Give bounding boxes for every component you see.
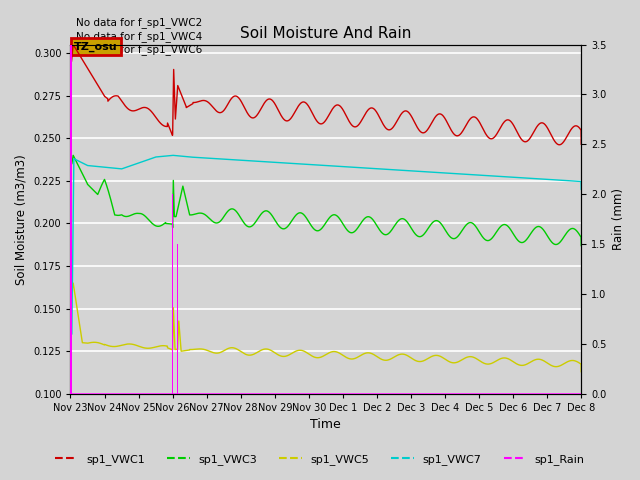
- Bar: [177, 244, 178, 394]
- X-axis label: Time: Time: [310, 419, 341, 432]
- Bar: [172, 194, 173, 394]
- Text: No data for f_sp1_VWC2: No data for f_sp1_VWC2: [76, 17, 202, 27]
- Y-axis label: Soil Moisture (m3/m3): Soil Moisture (m3/m3): [15, 154, 28, 285]
- Text: No data for f_sp1_VWC6: No data for f_sp1_VWC6: [76, 45, 202, 56]
- Bar: [70, 45, 72, 394]
- Legend: sp1_VWC1, sp1_VWC3, sp1_VWC5, sp1_VWC7, sp1_Rain: sp1_VWC1, sp1_VWC3, sp1_VWC5, sp1_VWC7, …: [51, 450, 589, 469]
- Y-axis label: Rain (mm): Rain (mm): [612, 188, 625, 250]
- Text: TZ_osu: TZ_osu: [74, 42, 118, 52]
- Title: Soil Moisture And Rain: Soil Moisture And Rain: [240, 25, 412, 41]
- Text: No data for f_sp1_VWC4: No data for f_sp1_VWC4: [76, 31, 202, 41]
